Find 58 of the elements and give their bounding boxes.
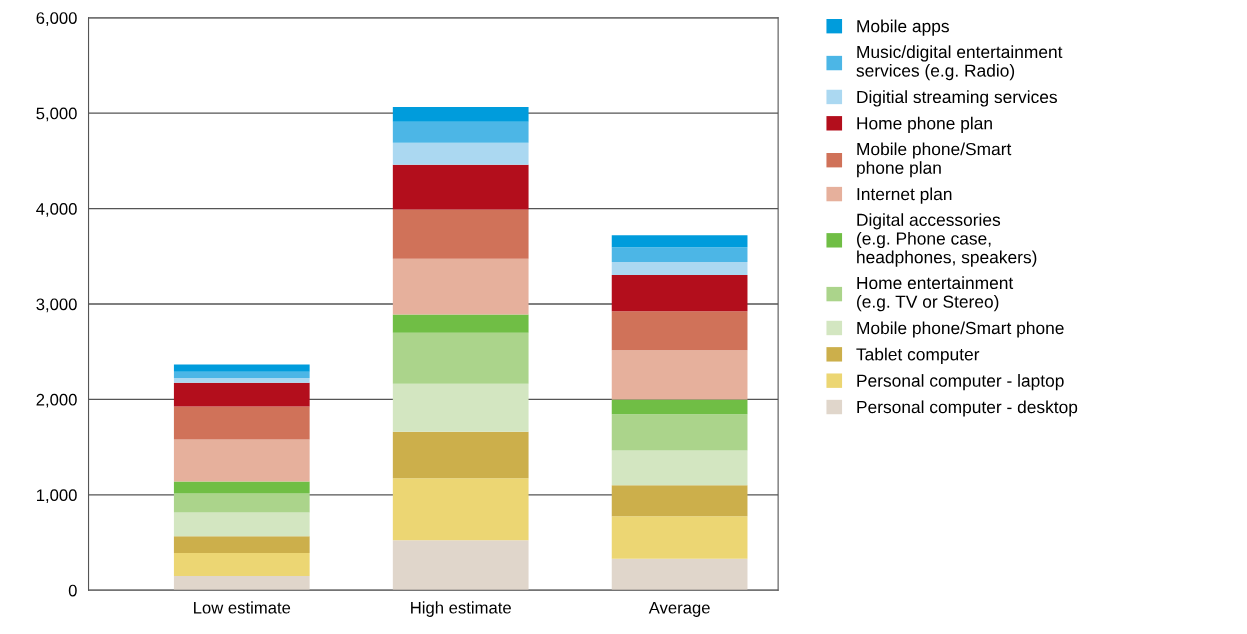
bar	[173, 377, 310, 383]
bar	[173, 493, 310, 513]
bar	[611, 262, 748, 275]
legend-label: Digitial streaming services	[857, 90, 1057, 107]
bar	[611, 350, 748, 400]
bar	[392, 540, 529, 591]
bar	[392, 383, 529, 432]
x-tick-label: High estimate	[411, 601, 511, 617]
bar	[611, 247, 748, 263]
bar	[173, 481, 310, 494]
bar	[173, 553, 310, 576]
y-tick-label: 2,000	[36, 393, 77, 408]
legend-label: Music/digital entertainment services (e.g. Radio)	[856, 45, 1063, 81]
y-tick-label: 0	[68, 584, 77, 597]
bar	[392, 164, 529, 210]
bar	[392, 121, 529, 143]
bar	[392, 106, 529, 122]
legend-label: Personal computer - desktop	[857, 400, 1078, 417]
bar	[611, 414, 748, 451]
bar	[611, 235, 748, 248]
bar	[611, 516, 748, 559]
bar	[611, 399, 748, 415]
bar	[392, 258, 529, 315]
bar	[173, 575, 310, 591]
bar	[392, 142, 529, 165]
bar	[173, 371, 310, 378]
bar	[392, 431, 529, 479]
bar	[611, 274, 748, 312]
legend-label: Personal computer - laptop	[857, 374, 1064, 391]
bar	[173, 439, 310, 482]
legend-label: Mobile phone/Smart phone plan	[857, 142, 1012, 178]
x-tick-label: Average	[648, 601, 710, 617]
bar	[173, 536, 310, 554]
bar	[611, 450, 748, 486]
legend-label: Tablet computer	[856, 347, 980, 364]
legend-label: Home phone plan	[857, 116, 992, 133]
bar	[173, 382, 310, 407]
bar	[392, 478, 529, 541]
y-tick-label: 3,000	[36, 298, 77, 313]
legend-label: Home entertainment (e.g. TV or Stereo)	[857, 276, 1014, 312]
legend-label: Internet plan	[857, 187, 952, 204]
y-tick-label: 5,000	[36, 107, 77, 122]
bar	[392, 209, 529, 259]
bar	[392, 332, 529, 384]
x-tick-label: Low estimate	[194, 601, 291, 614]
legend-label: Digital accessories (e.g. Phone case, headphones, speakers)	[857, 213, 1037, 267]
y-tick-label: 4,000	[36, 202, 77, 217]
legend-label: Mobile phone/Smart phone	[857, 321, 1064, 338]
bar	[173, 512, 310, 537]
bar	[392, 314, 529, 333]
bar	[611, 558, 748, 591]
legend-label: Mobile apps	[857, 19, 949, 36]
bar	[611, 485, 748, 517]
bar	[173, 364, 310, 372]
bar	[173, 406, 310, 440]
y-tick-label: 6,000	[36, 12, 77, 26]
bar	[611, 311, 748, 351]
y-tick-label: 1,000	[36, 489, 77, 504]
